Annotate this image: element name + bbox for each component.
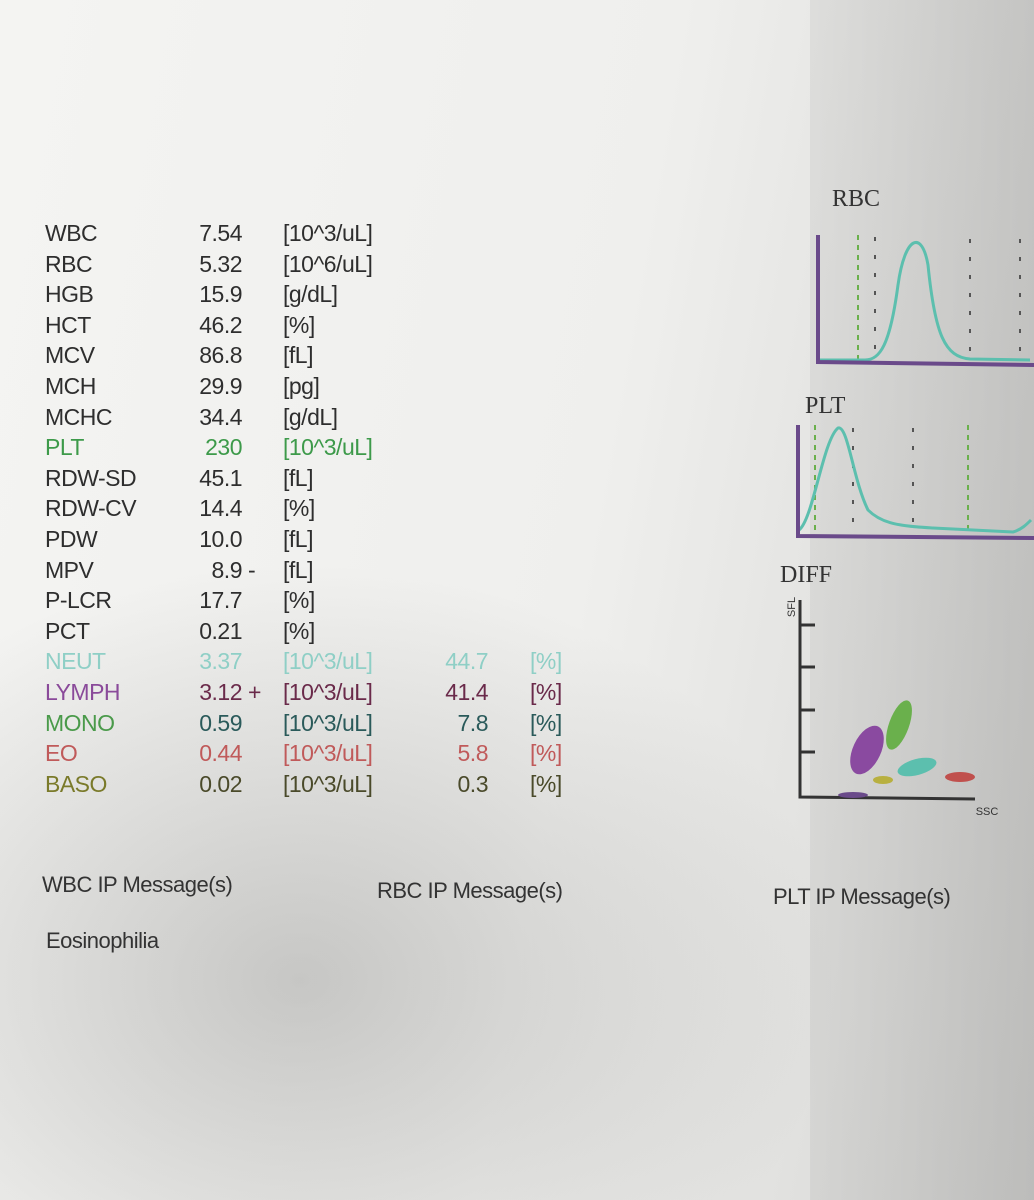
- cell-name: MCH: [45, 373, 96, 399]
- cell-pctu: [%]: [530, 709, 562, 736]
- cell-name: HCT: [45, 311, 91, 338]
- cell-unit: [fL]: [283, 464, 313, 491]
- cell-name: RDW-SD: [45, 464, 137, 491]
- cell-pct: 41.4: [445, 679, 488, 705]
- cell-name: NEUT: [45, 648, 106, 675]
- cell-unit: [fL]: [283, 342, 313, 369]
- rbc-histogram: [816, 235, 1034, 367]
- cell-name: RBC: [45, 250, 93, 277]
- cell-val: 3.37: [199, 648, 242, 675]
- cell-unit: [10^3/uL]: [283, 770, 373, 797]
- cell-unit: [%]: [283, 587, 315, 614]
- cell-pctu: [%]: [530, 770, 562, 797]
- graph-title: PLT: [805, 393, 846, 419]
- cell-pct: 5.8: [457, 740, 489, 767]
- cell-val: 7.54: [199, 220, 242, 246]
- cell-unit: [10^6/uL]: [283, 250, 373, 277]
- cell-flag: -: [248, 556, 256, 583]
- plt-histogram: [796, 425, 1034, 540]
- cell-name: WBC: [45, 220, 98, 246]
- cell-val: 10.0: [199, 526, 242, 552]
- cell-pctu: [%]: [530, 679, 562, 705]
- cell-pctu: [%]: [530, 740, 562, 767]
- cell-pctu: [%]: [530, 648, 562, 675]
- cell-val: 5.32: [199, 250, 242, 277]
- cell-name: HGB: [45, 281, 94, 308]
- cell-name: BASO: [45, 770, 107, 797]
- cell-val: 230: [205, 434, 242, 461]
- cell-unit: [g/dL]: [283, 403, 338, 430]
- cell-val: 0.21: [199, 617, 242, 644]
- cell-pct: 0.3: [457, 770, 489, 797]
- cell-name: EO: [45, 740, 78, 767]
- cell-unit: [fL]: [283, 556, 313, 583]
- axis-label: SSC: [976, 806, 999, 818]
- diff-scatter: SFL SSC: [786, 597, 999, 818]
- cell-name: RDW-CV: [45, 495, 137, 522]
- cell-unit: [10^3/uL]: [283, 709, 373, 736]
- cell-val: 34.4: [199, 403, 242, 430]
- cell-name: LYMPH: [45, 679, 121, 705]
- cell-val: 46.2: [199, 311, 242, 338]
- cell-unit: [%]: [283, 495, 315, 522]
- cell-unit: [%]: [283, 617, 315, 644]
- axis-label: SFL: [786, 597, 798, 617]
- cell-name: MCV: [45, 342, 95, 369]
- message-item: Eosinophilia: [46, 928, 159, 953]
- cell-pct: 44.7: [445, 648, 488, 675]
- message-title: WBC IP Message(s): [42, 872, 233, 897]
- cell-val: 86.8: [199, 342, 242, 369]
- cell-val: 15.9: [199, 281, 242, 308]
- cell-unit: [10^3/uL]: [283, 220, 373, 246]
- graph-title: DIFF: [780, 562, 833, 588]
- graph-title: RBC: [832, 186, 881, 212]
- cell-unit: [g/dL]: [283, 281, 338, 308]
- cell-val: 14.4: [199, 495, 242, 522]
- cell-val: 0.02: [199, 770, 242, 797]
- cell-name: PLT: [45, 434, 84, 461]
- cell-val: 3.12: [199, 679, 242, 705]
- cell-unit: [%]: [283, 311, 315, 338]
- cell-val: 29.9: [199, 373, 242, 399]
- cell-pct: 7.8: [457, 709, 489, 736]
- cell-val: 0.59: [199, 709, 242, 736]
- cell-unit: [10^3/uL]: [283, 679, 373, 705]
- cell-unit: [10^3/uL]: [283, 740, 373, 767]
- cell-name: MPV: [45, 556, 94, 583]
- cell-val: 45.1: [199, 464, 242, 491]
- cell-val: 17.7: [199, 587, 242, 614]
- cell-unit: [10^3/uL]: [283, 648, 373, 675]
- cell-unit: [10^3/uL]: [283, 434, 373, 461]
- message-title: RBC IP Message(s): [377, 878, 563, 903]
- cell-unit: [pg]: [283, 373, 320, 399]
- cell-name: MONO: [45, 709, 115, 736]
- cell-name: PCT: [45, 617, 90, 644]
- cell-val: 8.9: [211, 556, 243, 583]
- cell-name: P-LCR: [45, 587, 112, 614]
- cell-val: 0.44: [199, 740, 242, 767]
- cell-name: PDW: [45, 526, 98, 552]
- cell-flag: +: [248, 679, 261, 705]
- cell-unit: [fL]: [283, 526, 313, 552]
- cell-name: MCHC: [45, 403, 113, 430]
- message-title: PLT IP Message(s): [773, 884, 951, 909]
